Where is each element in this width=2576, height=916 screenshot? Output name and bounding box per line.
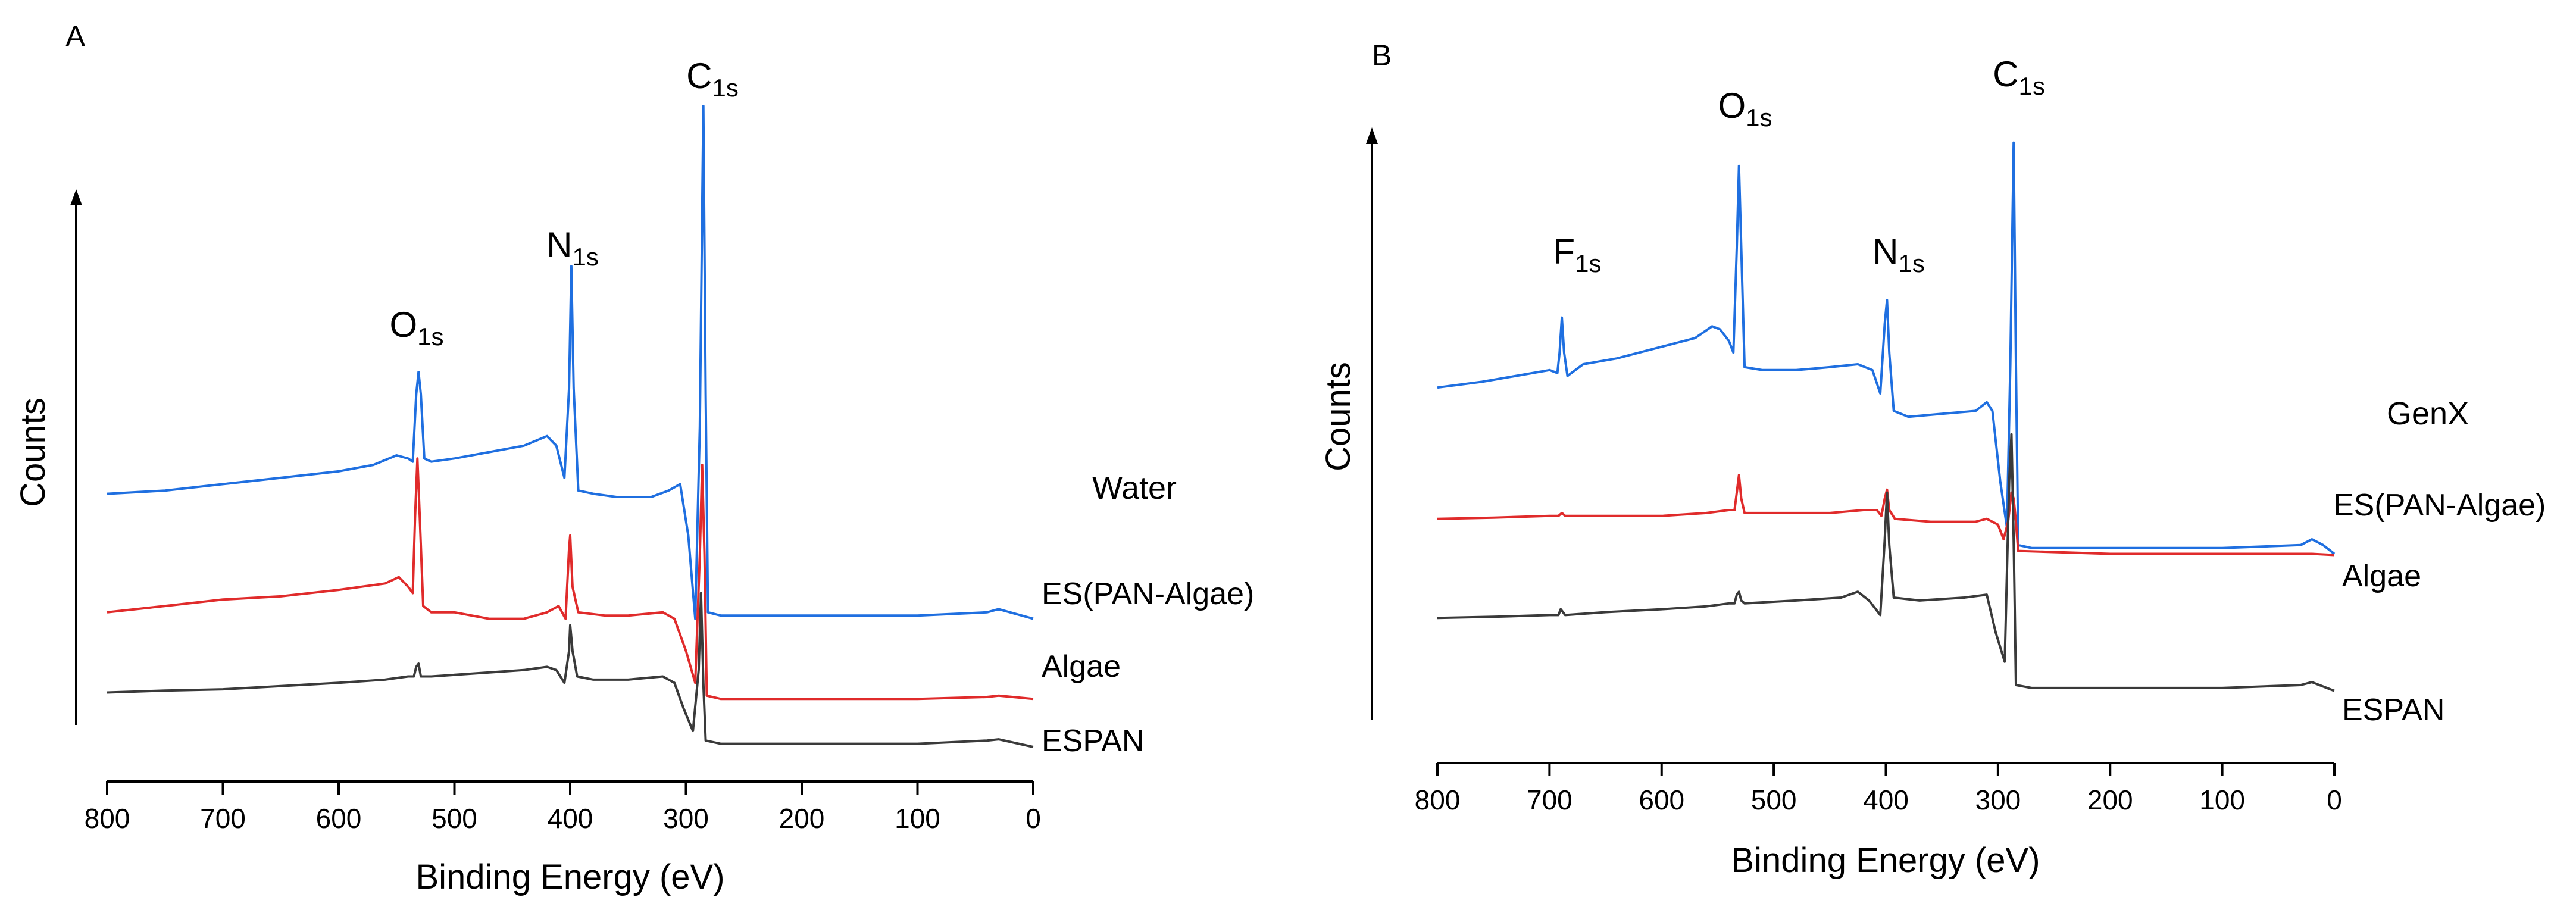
panel-a-y-axis-label: Counts [14,398,52,507]
panel-b-x-tick-label-800: 800 [1415,784,1461,815]
panel-a-x-tick-label-0: 0 [1026,803,1041,834]
panel-a-label: A [65,20,86,53]
panel-b-series-group [1437,141,2336,692]
panel-a-x-tick-label-100: 100 [895,803,940,834]
panel-a-x-tick-label-600: 600 [316,803,362,834]
panel-b-x-axis-label: Binding Energy (eV) [1731,841,2040,880]
panel-a-series-label-espan: ESPAN [1042,724,1144,758]
panel-a-peak-n1s: N1s [546,225,599,271]
panel-b-series-line-es-pan-algae [1437,141,2336,555]
panel-b-peak-n1s-sub: 1s [1898,249,1924,277]
panel-a-peak-n1s-element: N [546,225,572,265]
panel-b-label: B [1372,39,1392,72]
panel-b-peak-c1s-element: C [1993,54,2018,94]
panel-b-x-tick-label-600: 600 [1639,784,1684,815]
panel-a-peak-o1s-sub: 1s [417,323,443,351]
panel-b-peak-o1s-sub: 1s [1746,104,1772,132]
panel-a-x-tick-label-700: 700 [200,803,246,834]
panel-a-peak-o1s: O1s [389,305,443,351]
panel-b-y-axis-arrow-icon [1366,127,1378,144]
panel-a-x-tick-label-200: 200 [779,803,825,834]
panel-b-peak-f1s-sub: 1s [1575,249,1601,277]
panel-b-x-tick-label-700: 700 [1527,784,1573,815]
panel-b-peak-n1s: N1s [1872,232,1925,277]
panel-a-x-tick-label-500: 500 [432,803,477,834]
panel-a-series-group [107,105,1034,748]
panel-b-x-tick-label-300: 300 [1975,784,2021,815]
panel-b-x-tick-label-500: 500 [1751,784,1797,815]
panel-b-peak-o1s: O1s [1718,86,1772,132]
panel-a: A 800 700 600 500 400 300 200 100 0 Binding Ener… [14,20,1254,896]
panel-b-series-label-algae: Algae [2342,559,2421,593]
panel-a-series-label-algae: Algae [1042,649,1121,684]
panel-b-peak-f1s: F1s [1553,232,1601,277]
panel-b-peak-o1s-element: O [1718,86,1746,126]
panel-b-x-tick-label-100: 100 [2199,784,2245,815]
panel-a-x-ticks: 800 700 600 500 400 300 200 100 0 [85,781,1041,834]
panel-b-y-axis-label: Counts [1319,362,1358,471]
panel-b-x-ticks: 800 700 600 500 400 300 200 100 0 [1415,763,2342,815]
panel-a-condition-label: Water [1092,470,1177,506]
panel-a-series-label-es-pan-algae: ES(PAN-Algae) [1042,577,1254,611]
panel-a-series-line-espan [107,592,1034,748]
panel-a-x-tick-label-300: 300 [663,803,709,834]
panel-b-peak-f1s-element: F [1553,232,1575,271]
panel-b-peak-c1s: C1s [1993,54,2045,100]
panel-a-series-line-algae [107,457,1034,701]
panel-a-peak-c1s-element: C [686,56,712,96]
panel-a-peak-o1s-element: O [389,305,417,345]
panel-b-peak-c1s-sub: 1s [2018,72,2044,100]
panel-b-series-line-espan [1437,433,2335,692]
panel-b: B 800 700 600 500 400 300 200 100 0 Binding Ener… [1319,39,2546,880]
panel-b-x-tick-label-0: 0 [2327,784,2342,815]
panel-b-x-tick-label-200: 200 [2087,784,2133,815]
panel-a-x-tick-label-800: 800 [85,803,130,834]
panel-a-x-tick-label-400: 400 [548,803,593,834]
panel-a-series-line-es-pan-algae [107,105,1034,620]
panel-b-series-label-espan: ESPAN [2342,693,2444,727]
panel-a-y-axis-arrow-icon [70,189,82,205]
panel-b-series-label-es-pan-algae: ES(PAN-Algae) [2333,488,2546,523]
panel-a-peak-c1s: C1s [686,56,739,102]
panel-b-x-tick-label-400: 400 [1863,784,1909,815]
panel-b-condition-label: GenX [2387,396,2469,432]
panel-a-peak-n1s-sub: 1s [572,243,598,271]
panel-b-peak-n1s-element: N [1872,232,1898,271]
panel-a-x-axis-label: Binding Energy (eV) [415,858,724,896]
panel-a-peak-c1s-sub: 1s [712,74,738,102]
